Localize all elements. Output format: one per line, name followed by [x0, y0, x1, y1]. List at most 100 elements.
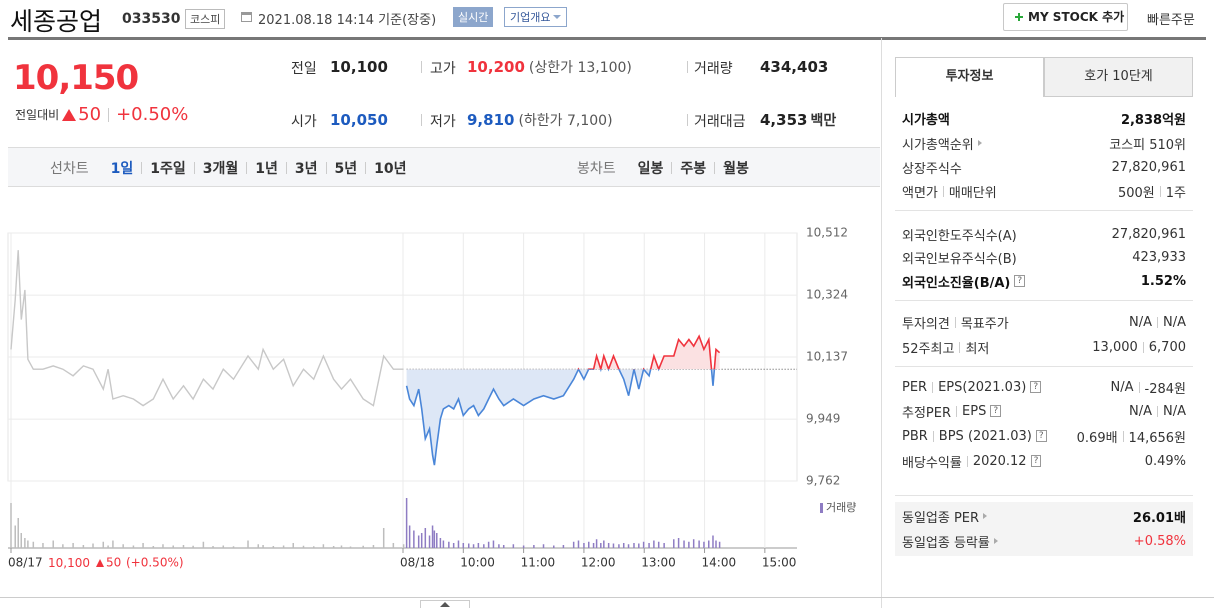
volume-bar [32, 541, 35, 548]
group-divider [895, 366, 1193, 367]
x-tick-label: 15:00 [762, 556, 797, 570]
separator [365, 162, 367, 174]
volume-bar [107, 545, 109, 548]
y-tick-label: 10,324 [806, 288, 848, 302]
row-labels: 외국인보유주식수(B) [902, 248, 1017, 267]
stat-value: 434,403 [760, 58, 829, 76]
volume-bar [52, 540, 54, 548]
prev-close: 10,100 [48, 556, 90, 570]
help-icon[interactable]: ? [1035, 430, 1047, 442]
row-labels: 액면가 매매단위 [902, 182, 997, 201]
volume-bar [312, 546, 315, 548]
volume-bar [172, 545, 174, 548]
volume-bar [182, 545, 185, 548]
row-labels: 추정PER EPS? [902, 402, 1002, 421]
chart-type-label: 선차트 [50, 161, 89, 177]
row-value: 14,656원 [1128, 430, 1186, 446]
volume-bar [349, 546, 352, 548]
arrow-icon [983, 513, 988, 519]
y-tick-label: 9,762 [806, 474, 840, 488]
row-label: 시가총액 [902, 112, 950, 128]
info-row: 투자의견 목표주가 N/A N/A [902, 312, 1186, 332]
chart-tab[interactable]: 1일 [110, 161, 134, 177]
mystock-button[interactable]: MY STOCK 추가 [1003, 3, 1128, 31]
invest-tab[interactable]: 호가 10단계 [1044, 57, 1193, 97]
separator [671, 162, 673, 174]
price-line [10, 250, 404, 407]
help-icon[interactable]: ? [1014, 275, 1026, 287]
volume-bar [457, 540, 460, 548]
volume-bar [592, 543, 595, 548]
volume-bar [428, 535, 431, 548]
chart-tab[interactable]: 5년 [334, 161, 358, 177]
separator [1159, 185, 1161, 197]
stat-value: 9,810 [467, 111, 515, 129]
volume-bar [498, 544, 500, 548]
chart-tab[interactable]: 10년 [374, 161, 407, 177]
group-divider [895, 210, 1193, 211]
arrow-icon [977, 140, 982, 146]
chart-tab[interactable]: 일봉 [637, 161, 664, 177]
row-value: 27,820,961 [1111, 159, 1186, 175]
volume-bar [420, 533, 423, 548]
row-label: 동일업종 등락률 [902, 535, 990, 551]
volume-bar [408, 525, 411, 548]
help-icon[interactable]: ? [990, 405, 1002, 417]
stat-value-group: 10,100 [330, 57, 388, 76]
legend-swatch [820, 503, 823, 513]
stat-label: 거래량 [694, 61, 733, 77]
row-label: 외국인한도주식수(A) [902, 228, 1017, 244]
realtime-badge[interactable]: 실시간 [453, 7, 494, 27]
row-label: 상장주식수 [902, 161, 962, 177]
row-value: 423,933 [1132, 249, 1186, 265]
collapse-button[interactable] [420, 600, 470, 608]
market-badge: 코스피 [185, 9, 226, 29]
row-labels: 외국인한도주식수(A) [902, 225, 1017, 244]
row-value: 1.52% [1140, 273, 1186, 289]
info-row: 액면가 매매단위 500원 1주 [902, 181, 1186, 201]
chart-tab[interactable]: 3년 [294, 161, 318, 177]
chart-tab[interactable]: 주봉 [680, 161, 707, 177]
row-label: 2020.12 [972, 453, 1027, 469]
group-divider [895, 300, 1193, 301]
row-value: 13,000 [1092, 339, 1138, 355]
help-icon[interactable]: ? [1030, 381, 1042, 393]
company-info-label: 기업개요 [510, 11, 551, 24]
row-values: 26.01배 [1133, 507, 1186, 526]
chart-tab[interactable]: 3개월 [202, 161, 239, 177]
volume-bar [413, 530, 415, 548]
row-value: 6,700 [1148, 339, 1186, 355]
chart-tab[interactable]: 월봉 [723, 161, 749, 177]
row-values: 423,933 [1132, 250, 1186, 265]
volume-bar [577, 540, 580, 548]
volume-bar [332, 546, 335, 548]
help-icon[interactable]: ? [1030, 455, 1042, 467]
chart-tab[interactable]: 1주일 [150, 161, 186, 177]
volume-bar [272, 546, 275, 548]
volume-bar [424, 528, 427, 548]
row-value: 0.49% [1144, 453, 1186, 469]
invest-tab[interactable]: 투자정보 [895, 57, 1044, 97]
separator [714, 162, 716, 174]
volume-bar [24, 538, 26, 548]
separator [1142, 341, 1144, 353]
row-label: 동일업종 PER [902, 510, 980, 526]
volume-bar [122, 544, 124, 548]
area-up [578, 336, 720, 370]
stock-code: 033530 [122, 11, 181, 27]
info-row: 외국인소진율(B/A)? 1.52% [902, 271, 1186, 291]
stat-value-group: 434,403 [760, 57, 828, 76]
plus-icon [1018, 13, 1020, 21]
row-label: BPS (2021.03) [938, 428, 1032, 444]
prev-close-summary: 10,100 [48, 556, 90, 570]
chart-tab[interactable]: 1년 [255, 161, 278, 177]
row-value: N/A [1163, 403, 1186, 419]
price-change: 전일대비 50 +0.50% [15, 104, 188, 125]
volume-bar [212, 546, 214, 548]
separator [246, 162, 248, 174]
quick-order[interactable]: 빠른주문 [1147, 13, 1195, 28]
row-value: 26.01배 [1132, 510, 1186, 526]
company-info-button[interactable]: 기업개요 [504, 7, 568, 27]
volume-bar [698, 540, 700, 548]
y-tick-label: 10,512 [806, 226, 848, 240]
